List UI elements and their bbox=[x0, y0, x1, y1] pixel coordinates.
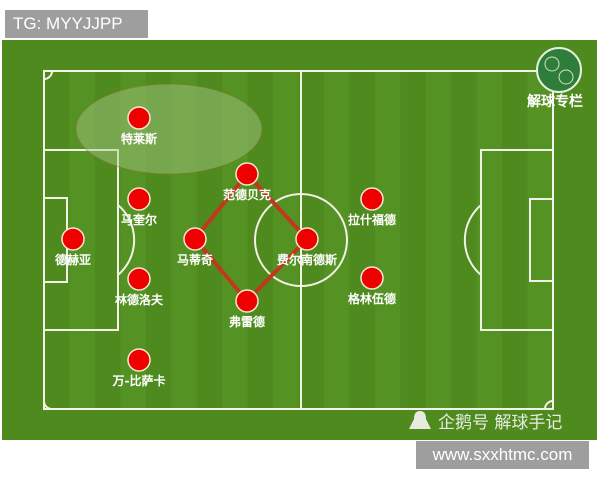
player-name: 德赫亚 bbox=[55, 252, 91, 267]
penguin-icon bbox=[409, 411, 431, 429]
player-name: 特莱斯 bbox=[121, 131, 157, 146]
player-marker: 林德洛夫 bbox=[115, 267, 164, 307]
player-marker: 弗雷德 bbox=[229, 289, 265, 329]
player-marker: 费尔南德斯 bbox=[277, 227, 337, 267]
player-marker: 德赫亚 bbox=[55, 227, 91, 267]
top-badge: TG: MYYJJPP bbox=[5, 10, 148, 38]
site-url-badge: www.sxxhtmc.com bbox=[416, 441, 589, 469]
player-name: 万-比萨卡 bbox=[112, 373, 166, 388]
player-marker: 马奎尔 bbox=[121, 187, 157, 227]
pitch-lines bbox=[43, 70, 554, 410]
player-marker: 马蒂奇 bbox=[177, 227, 213, 267]
player-name: 格林伍德 bbox=[348, 291, 396, 306]
player-dot bbox=[127, 348, 151, 372]
highlight-zone bbox=[75, 83, 263, 175]
player-dot bbox=[127, 267, 151, 291]
player-dot bbox=[127, 106, 151, 130]
player-dot bbox=[235, 289, 259, 313]
logo-icon bbox=[536, 47, 582, 93]
player-marker: 万-比萨卡 bbox=[112, 348, 166, 388]
player-dot bbox=[61, 227, 85, 251]
player-marker: 拉什福德 bbox=[348, 187, 396, 227]
player-dot bbox=[295, 227, 319, 251]
player-name: 范德贝克 bbox=[223, 187, 271, 202]
player-name: 弗雷德 bbox=[229, 314, 265, 329]
player-dot bbox=[360, 266, 384, 290]
player-name: 拉什福德 bbox=[348, 212, 396, 227]
svg-text:企鹅号 解球手记: 企鹅号 解球手记 bbox=[438, 413, 562, 433]
player-name: 林德洛夫 bbox=[115, 292, 164, 307]
player-name: 马奎尔 bbox=[121, 212, 157, 227]
player-dot bbox=[127, 187, 151, 211]
player-name: 费尔南德斯 bbox=[277, 252, 337, 267]
player-marker: 范德贝克 bbox=[223, 162, 271, 202]
logo-label: 解球专栏 bbox=[527, 93, 583, 110]
watermark: 企鹅号 解球手记 bbox=[409, 411, 562, 433]
player-dot bbox=[360, 187, 384, 211]
player-marker: 特莱斯 bbox=[121, 106, 157, 146]
player-name: 马蒂奇 bbox=[177, 252, 213, 267]
player-dot bbox=[183, 227, 207, 251]
player-dot bbox=[235, 162, 259, 186]
player-marker: 格林伍德 bbox=[348, 266, 396, 306]
